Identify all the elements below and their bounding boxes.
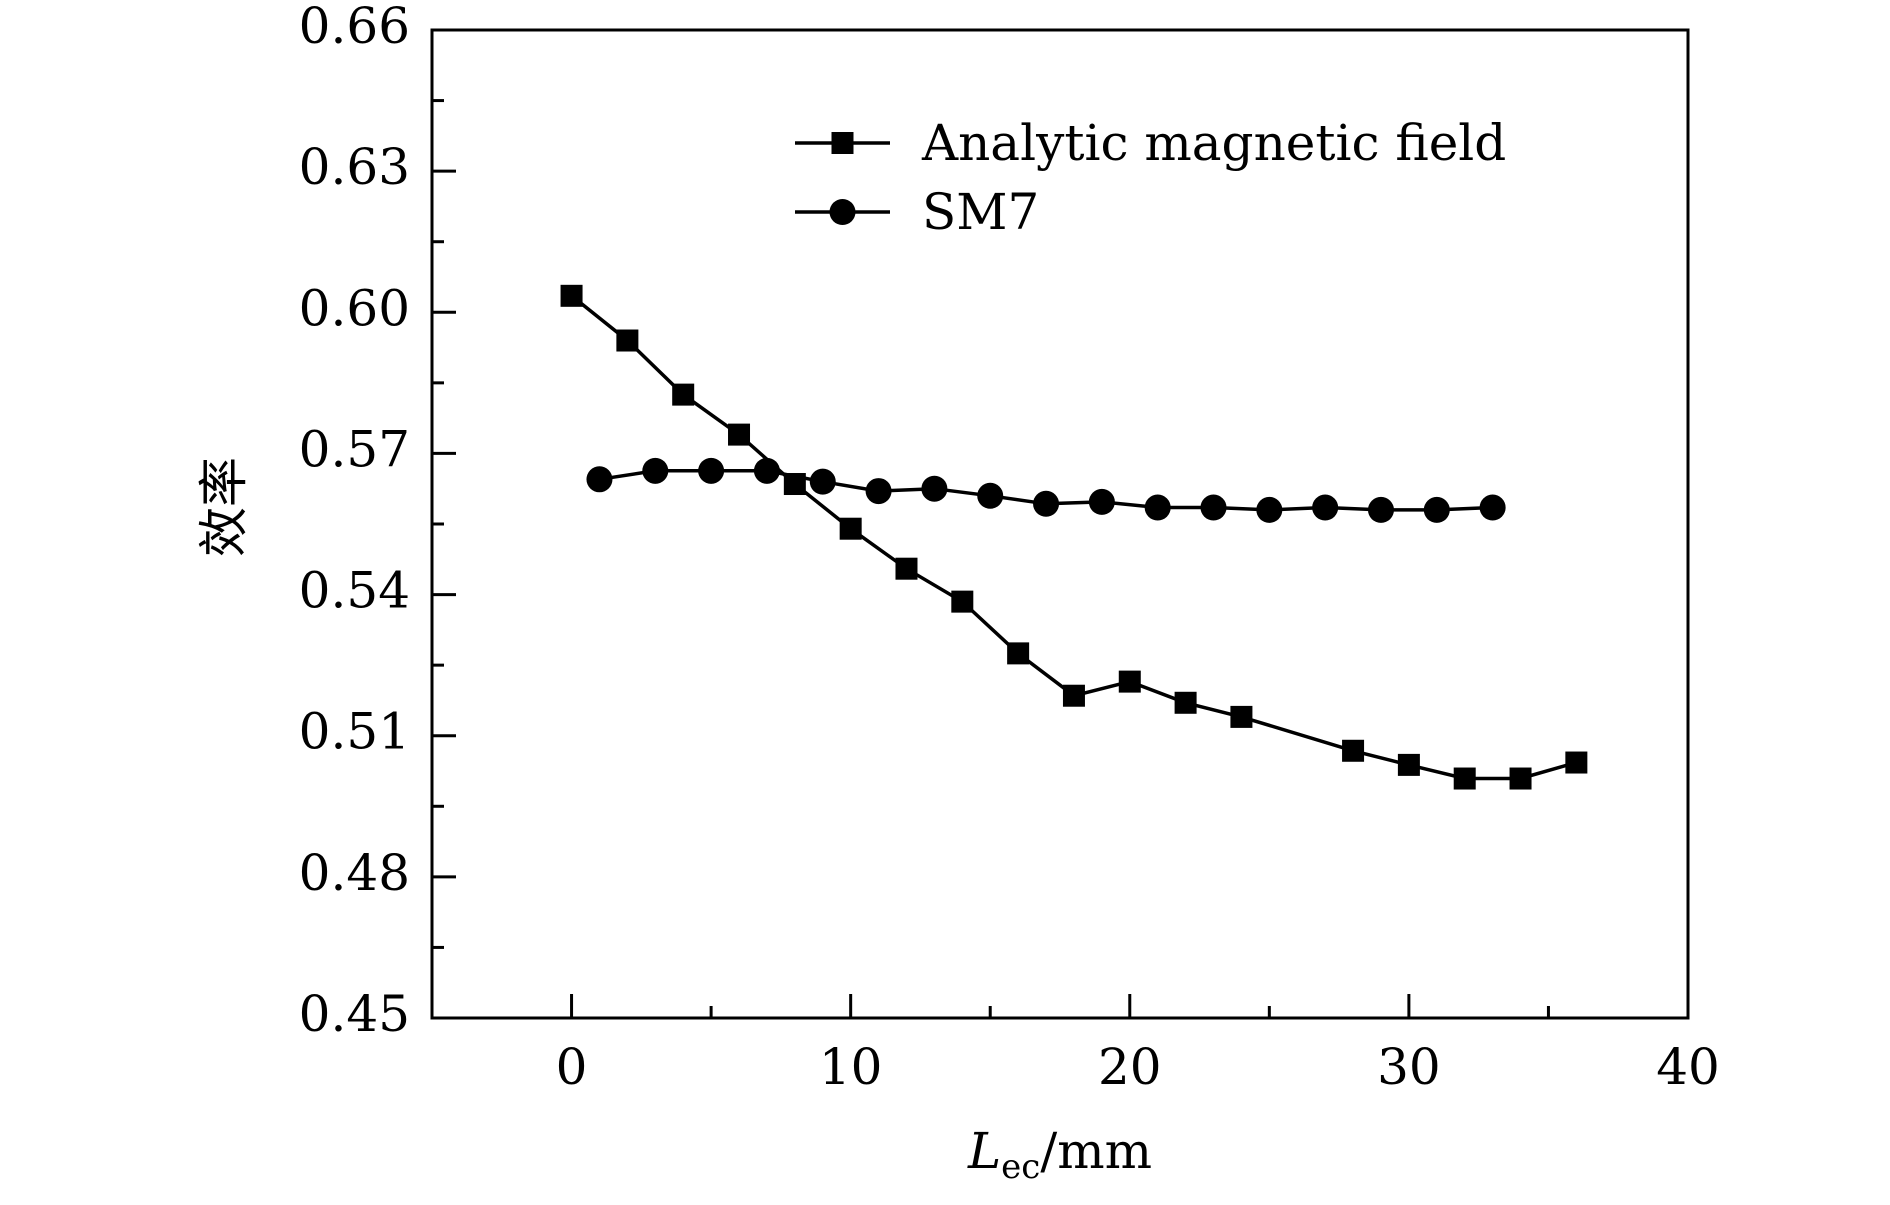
legend-label: SM7	[922, 183, 1039, 241]
y-tick-label: 0.57	[299, 420, 410, 478]
x-tick-label: 0	[556, 1038, 588, 1096]
legend-item: Analytic magnetic field	[795, 114, 1506, 172]
circle-point	[977, 482, 1004, 509]
x-axis-title-main: L	[967, 1122, 1001, 1180]
circle-point	[753, 457, 780, 484]
circle-point	[1423, 496, 1450, 523]
square-point	[1397, 753, 1420, 776]
y-tick-label: 0.54	[299, 562, 410, 620]
circle-point	[1144, 494, 1171, 521]
square-point	[1509, 767, 1532, 790]
x-axis-title: Lec/mm	[967, 1122, 1152, 1187]
square-point	[1342, 739, 1365, 762]
square-point	[728, 423, 751, 446]
series-2	[586, 457, 1506, 523]
square-point	[1453, 767, 1476, 790]
circle-point	[586, 466, 613, 493]
square-point	[1174, 691, 1197, 714]
square-point	[560, 284, 583, 307]
circle-point	[698, 457, 725, 484]
y-tick-label: 0.48	[299, 844, 410, 902]
plot-area	[430, 28, 1690, 1020]
circle-point	[865, 478, 892, 505]
circle-point	[1479, 494, 1506, 521]
circle-point	[1033, 490, 1060, 517]
series-layer	[560, 284, 1588, 790]
y-axis-title: 效率	[195, 457, 253, 557]
y-tick-label: 0.51	[299, 703, 410, 761]
circle-point	[921, 475, 948, 502]
legend-circle-marker	[829, 199, 856, 225]
x-tick-label: 20	[1098, 1038, 1162, 1096]
legend-square-marker	[831, 132, 854, 154]
square-point	[1230, 705, 1253, 728]
y-axis: 0.45 0.48 0.51 0.54 0.57 0.60 0.63 0.66	[299, 0, 456, 1043]
square-point	[1118, 670, 1141, 693]
y-tick-label: 0.60	[299, 279, 410, 337]
square-point	[839, 517, 862, 540]
legend: Analytic magnetic field SM7	[795, 114, 1506, 241]
plot-frame	[430, 28, 1690, 1020]
x-tick-label: 30	[1377, 1038, 1441, 1096]
square-point	[1062, 684, 1085, 707]
circle-point	[642, 457, 669, 484]
circle-point	[1088, 488, 1115, 515]
y-tick-label: 0.63	[299, 138, 410, 196]
x-tick-label: 10	[819, 1038, 883, 1096]
circle-point	[1256, 496, 1283, 523]
x-axis: 0 10 20 30 40	[430, 994, 1720, 1096]
series-1	[560, 284, 1588, 790]
circle-point	[1367, 496, 1394, 523]
square-point	[616, 329, 639, 352]
y-tick-label: 0.66	[299, 0, 410, 55]
y-tick-label: 0.45	[299, 985, 410, 1043]
x-axis-title-unit: /mm	[1040, 1122, 1152, 1180]
square-point	[672, 383, 695, 406]
circle-point	[1312, 494, 1339, 521]
x-axis-title-subscript: ec	[1001, 1147, 1040, 1187]
legend-item: SM7	[795, 183, 1039, 241]
circle-point	[809, 468, 836, 495]
square-point	[1565, 751, 1588, 774]
circle-point	[1200, 494, 1227, 521]
square-point	[951, 590, 974, 613]
legend-label: Analytic magnetic field	[921, 114, 1506, 172]
square-point	[1007, 642, 1030, 665]
x-tick-label: 40	[1656, 1038, 1720, 1096]
square-point	[895, 557, 918, 580]
